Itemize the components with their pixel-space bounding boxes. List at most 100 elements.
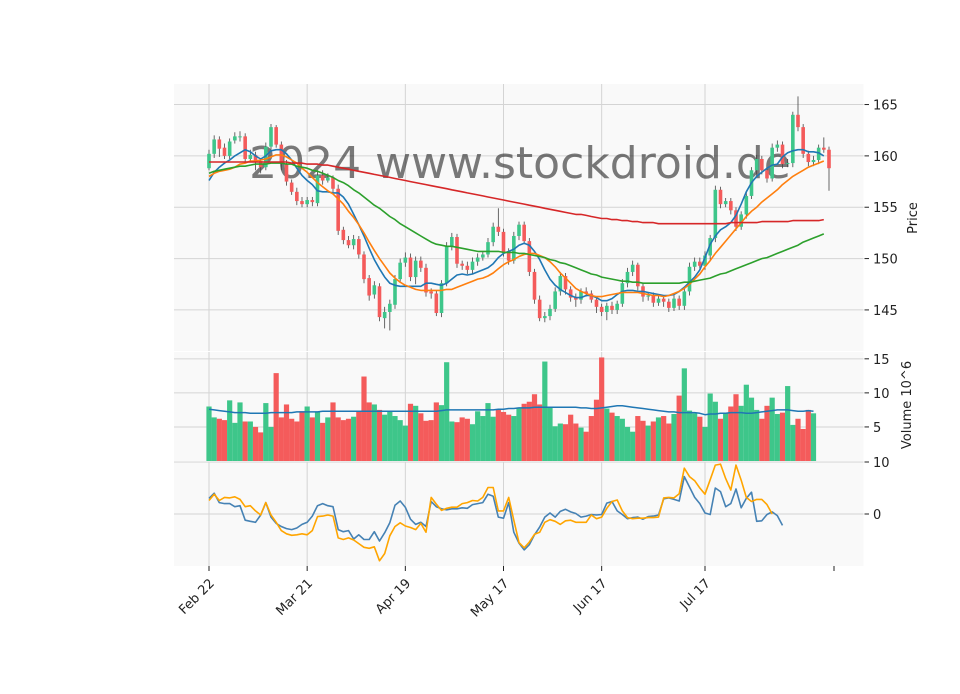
volume-bar	[273, 373, 279, 461]
volume-bar	[531, 394, 538, 461]
volume-bar	[681, 368, 687, 461]
candle-down	[760, 158, 764, 171]
volume-bar	[692, 413, 698, 461]
candle-down	[424, 267, 428, 293]
candle-up	[713, 189, 718, 239]
volume-bar	[686, 410, 693, 461]
volume-bar	[805, 409, 811, 461]
x-tick-label: Apr 19	[373, 576, 414, 617]
volume-bar	[387, 410, 393, 461]
candle-down	[594, 299, 599, 307]
candle-down	[465, 265, 470, 270]
candle-up	[439, 283, 444, 314]
candle-down	[796, 114, 800, 128]
volume-bar	[624, 426, 631, 461]
candle-down	[584, 291, 588, 294]
ma-fast-line	[208, 148, 825, 302]
candle-up	[579, 291, 583, 300]
volume-bar	[810, 413, 817, 461]
volume-bar	[444, 362, 450, 461]
volume-bar	[790, 424, 796, 461]
candle-down	[765, 170, 769, 179]
candle-up	[315, 175, 320, 204]
volume-bar	[511, 416, 517, 461]
volume-bar	[480, 416, 486, 461]
volume-bar	[418, 413, 424, 461]
candle-down	[357, 239, 361, 255]
volume-bar	[562, 424, 569, 461]
candle-down	[532, 271, 537, 300]
volume-bar	[283, 404, 290, 461]
volume-bar	[221, 420, 228, 461]
candle-down	[455, 237, 459, 264]
candle-down	[563, 276, 568, 290]
volume-bar	[252, 426, 259, 461]
candle-up	[672, 298, 676, 308]
volume-bar	[516, 408, 522, 461]
volume-bar	[728, 406, 734, 461]
candle-down	[610, 305, 614, 310]
volume-bar	[320, 422, 326, 461]
volume-bar	[712, 401, 718, 461]
candle-down	[568, 289, 573, 298]
volume-bar	[366, 402, 372, 461]
volume-bar	[578, 427, 584, 461]
candle-down	[320, 175, 325, 181]
candle-down	[300, 201, 304, 205]
candle-down	[667, 301, 671, 308]
volume-bar	[717, 418, 724, 461]
candle-down	[243, 136, 247, 159]
candle-up	[744, 195, 749, 215]
price-tick-label: 145	[873, 304, 898, 319]
volume-bar	[459, 417, 465, 461]
volume-bar	[743, 384, 749, 461]
candle-up	[517, 224, 521, 236]
volume-bar	[216, 418, 222, 461]
candle-down	[289, 182, 294, 192]
volume-bar	[475, 411, 481, 461]
volume-bar	[382, 414, 388, 461]
candle-down	[822, 147, 826, 150]
volume-bar	[263, 403, 269, 461]
price-tick-label: 150	[873, 253, 898, 268]
volume-bar	[330, 402, 336, 461]
volume-bar	[469, 424, 476, 461]
volume-bar	[614, 416, 620, 461]
candle-up	[486, 242, 490, 255]
volume-bar	[800, 428, 806, 461]
candle-up	[775, 144, 780, 148]
candle-up	[264, 146, 268, 168]
volume-bar	[671, 413, 677, 461]
volume-bar	[247, 421, 253, 461]
candle-up	[444, 246, 449, 284]
candle-down	[661, 298, 666, 302]
volume-bar	[325, 417, 331, 461]
volume-bar	[609, 412, 615, 461]
candle-up	[269, 127, 273, 147]
volume-bar	[557, 423, 563, 461]
x-tick-label: Jul 17	[677, 576, 714, 613]
candle-down	[222, 147, 227, 156]
candle-down	[677, 298, 681, 306]
volume-bar	[371, 404, 377, 461]
candle-down	[599, 306, 604, 312]
ma-mid-line	[208, 154, 825, 298]
candle-down	[310, 200, 315, 203]
candle-up	[605, 305, 609, 312]
volume-bar	[759, 418, 765, 461]
volume-bar	[764, 405, 770, 461]
volume-bar	[299, 411, 305, 461]
volume-bar	[242, 421, 248, 461]
candle-up	[692, 261, 697, 267]
volume-bar	[630, 431, 636, 461]
price-tick-label: 165	[873, 99, 898, 114]
volume-bar	[542, 361, 548, 461]
candle-up	[615, 303, 619, 310]
candle-down	[284, 164, 289, 182]
volume-bar	[211, 417, 217, 461]
volume-bar	[661, 416, 667, 461]
candle-down	[377, 286, 382, 318]
volume-bar	[438, 405, 445, 461]
candle-up	[388, 303, 392, 312]
